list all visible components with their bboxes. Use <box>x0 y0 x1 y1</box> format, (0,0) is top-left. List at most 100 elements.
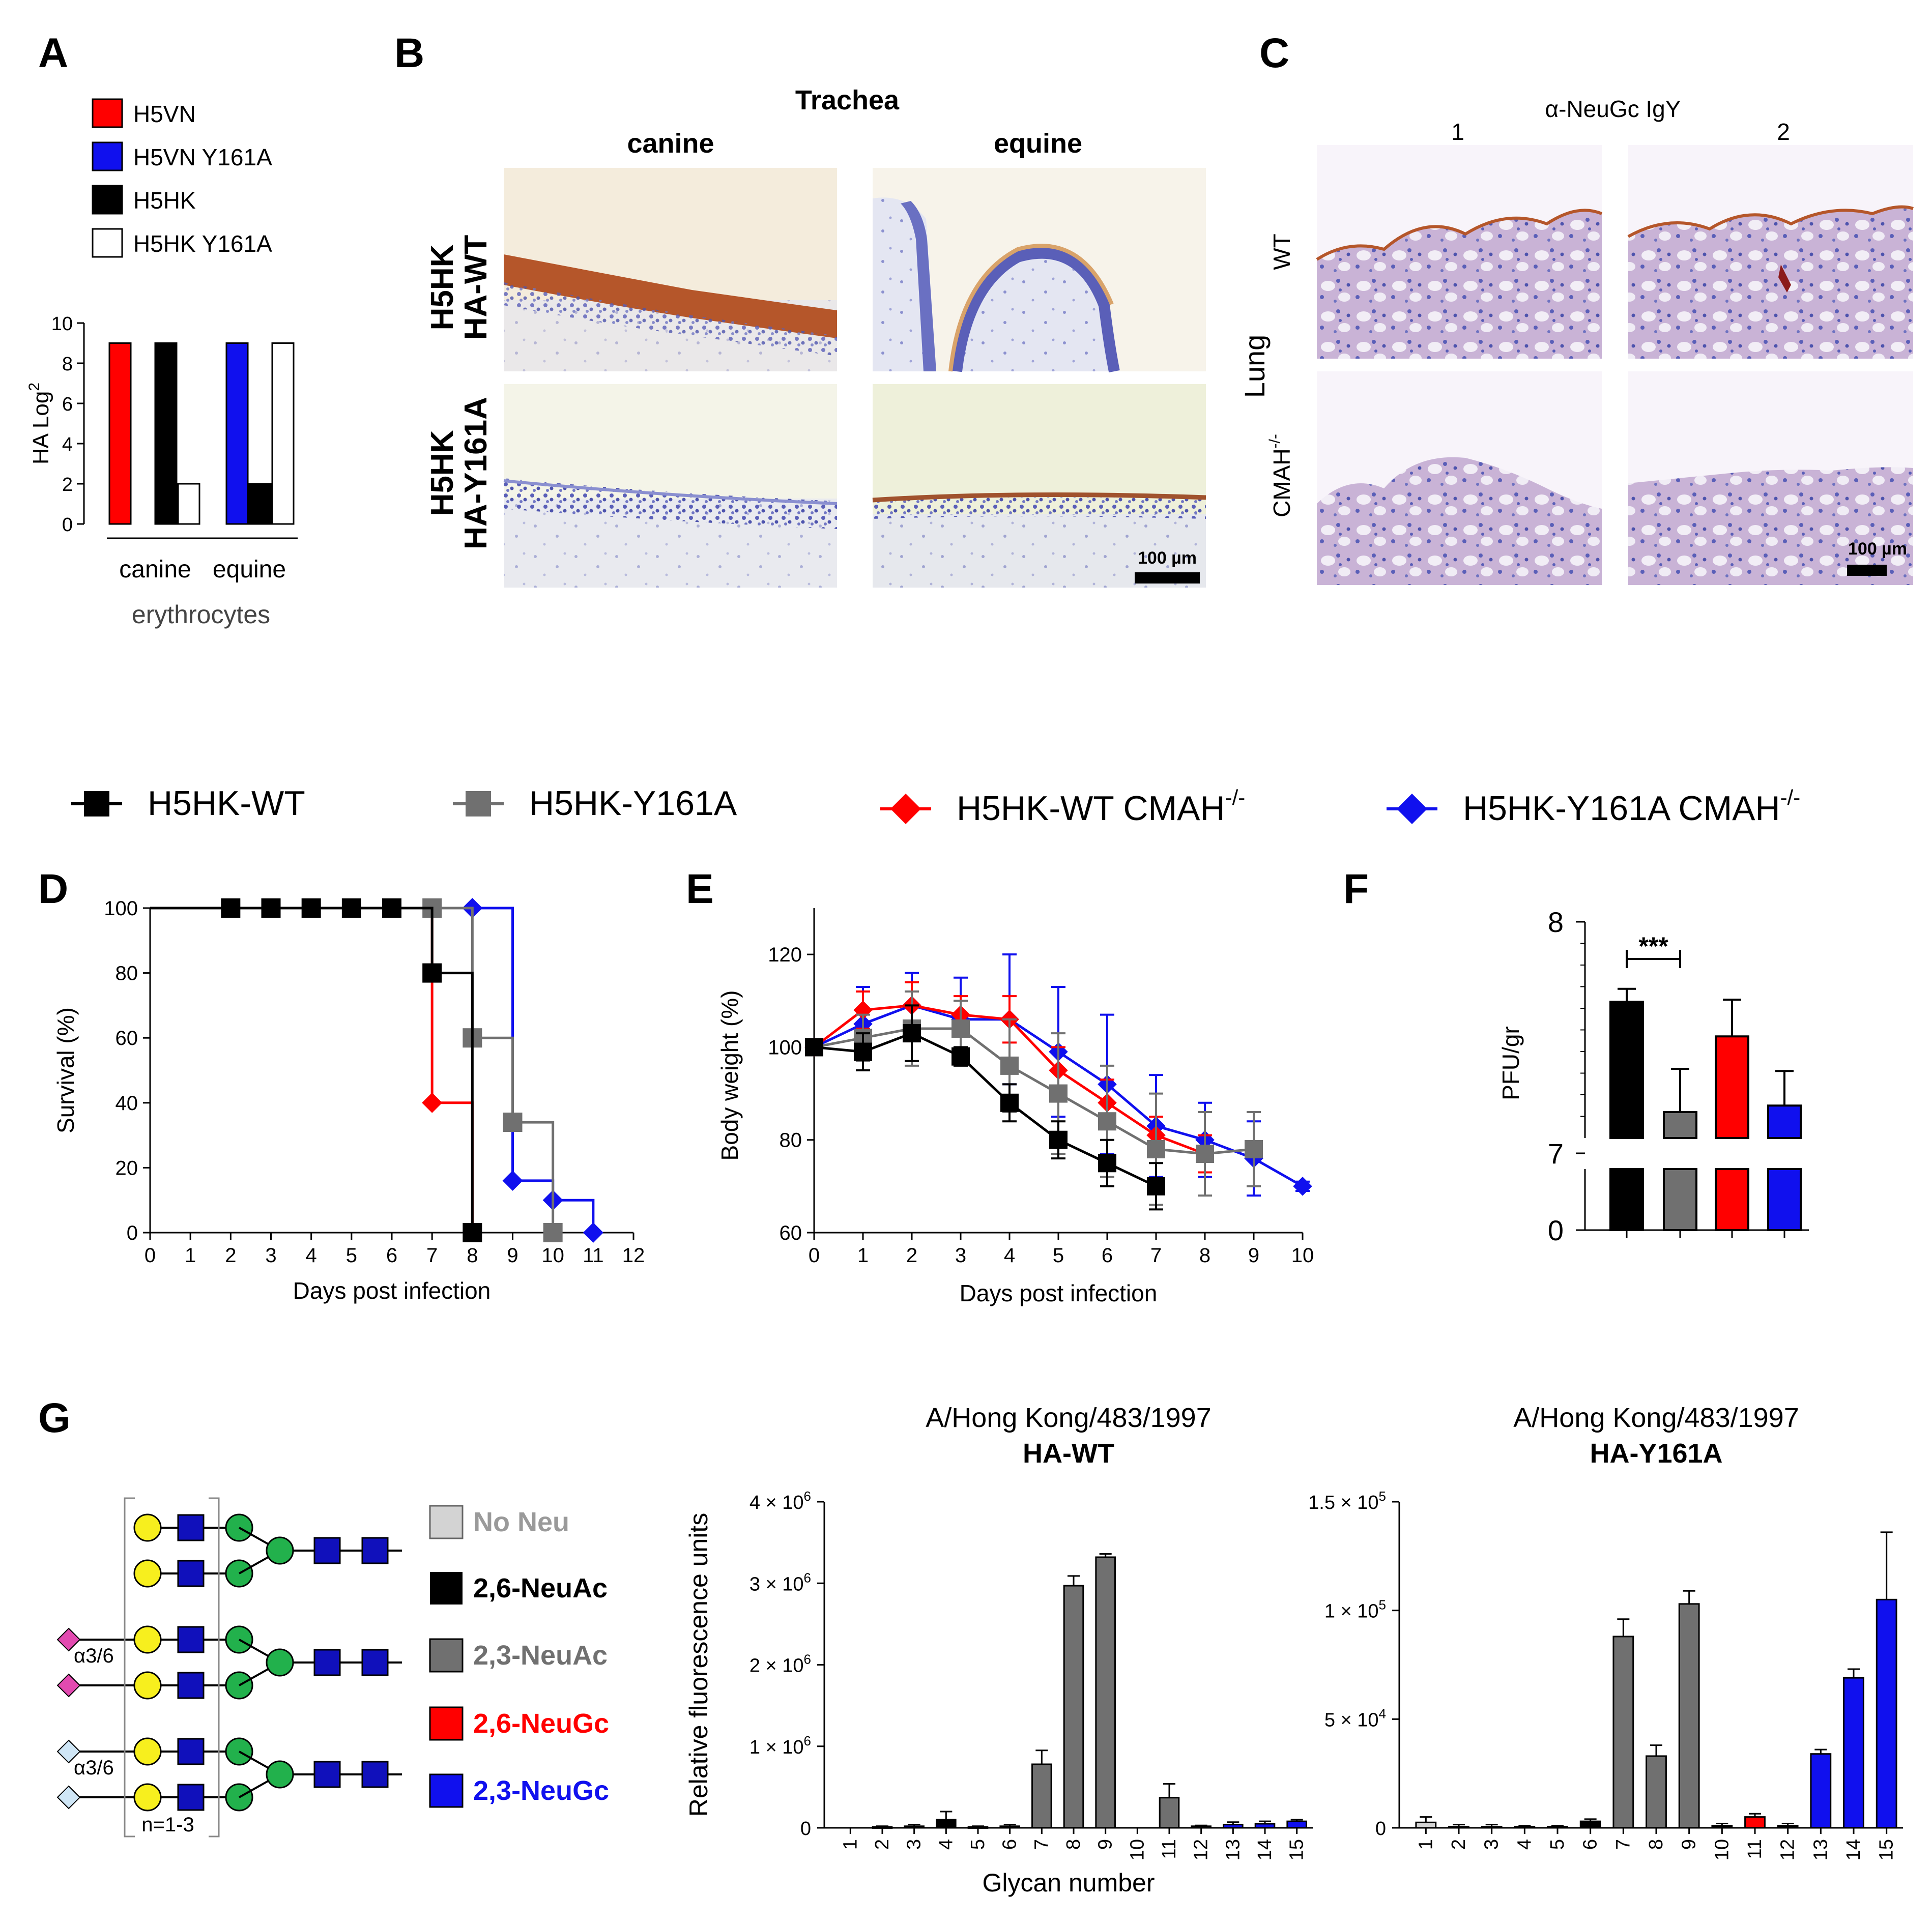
glycan-galactose <box>133 1513 162 1542</box>
g-chart-subtitle: HA-WT <box>1023 1438 1114 1469</box>
g-xtick-label: 4 <box>1514 1839 1535 1850</box>
glycan-sialic-diamond <box>56 1627 81 1652</box>
panel-c-col-2: 2 <box>1777 119 1790 145</box>
e-xtick-label: 0 <box>809 1244 820 1267</box>
g-bar <box>1810 1753 1832 1829</box>
d-xtick-label: 4 <box>306 1244 317 1267</box>
g-ytick-label: 4 × 106 <box>749 1489 811 1513</box>
glycan-glcnac <box>177 1514 205 1541</box>
legend-swatch-h5vn-y161a <box>92 141 123 171</box>
glycan-glcnac <box>177 1738 205 1765</box>
g-xlabel: Glycan number <box>982 1869 1155 1897</box>
d-xtick-label: 6 <box>386 1244 397 1267</box>
f-bar-upper <box>1767 1104 1802 1139</box>
glycan-linkage-label-2: α3/6 <box>74 1757 114 1779</box>
g-xtick-label: 15 <box>1286 1839 1308 1860</box>
f-bar-lower <box>1609 1168 1644 1231</box>
scalebar-b <box>1135 572 1200 584</box>
g-bar <box>1744 1816 1766 1829</box>
panel-b-row1-line1: H5HK <box>425 244 460 330</box>
g-bar <box>1547 1826 1568 1829</box>
d-marker <box>341 898 361 918</box>
legend-de-label-1: H5HK-WT <box>148 784 305 823</box>
d-marker <box>502 1170 523 1191</box>
d-ytick-label: 0 <box>127 1222 138 1244</box>
g-xtick-label: 1 <box>1415 1839 1436 1850</box>
g-xtick-label: 3 <box>904 1839 925 1850</box>
glycan-core-glcnac <box>313 1537 341 1564</box>
panel-g-glycan-structures <box>56 1497 402 1838</box>
glycan-sialic-diamond <box>56 1739 81 1764</box>
glycan-galactose <box>133 1783 162 1812</box>
d-ytick-label: 20 <box>116 1157 138 1179</box>
panel-b-row1-line2: HA-WT <box>458 235 494 340</box>
g-ytick-label: 2 × 106 <box>749 1652 811 1677</box>
glycan-sialic-diamond <box>56 1785 81 1810</box>
g-xtick-label: 5 <box>967 1839 989 1850</box>
panel-letter-f: F <box>1343 866 1369 912</box>
histology-lung-wt-1 <box>1316 145 1603 359</box>
e-marker <box>1098 1154 1116 1173</box>
f-ytick-label: 8 <box>1548 906 1564 938</box>
e-xtick-label: 10 <box>1291 1244 1314 1267</box>
histology-lung-wt-2 <box>1627 145 1914 359</box>
legend-item-h5hk-y161a: H5HK-Y161A <box>453 784 737 823</box>
d-xtick-label: 12 <box>622 1244 645 1267</box>
e-xtick-label: 3 <box>955 1244 966 1267</box>
e-marker <box>1098 1112 1116 1131</box>
g-xtick-label: 9 <box>1679 1839 1700 1850</box>
panel-b-row2-line1: H5HK <box>425 430 460 516</box>
e-xtick-label: 9 <box>1248 1244 1259 1267</box>
g-xtick-label: 5 <box>1547 1839 1568 1850</box>
legend-item-h5hk-wt-cmah: H5HK-WT CMAH-/- <box>880 785 1245 828</box>
g-xtick-label: 2 <box>1448 1839 1469 1850</box>
d-xtick-label: 10 <box>541 1244 564 1267</box>
g-xtick-label: 12 <box>1191 1839 1212 1860</box>
e-ytick-label: 80 <box>780 1129 802 1152</box>
legend-g-26-neugc: 2,6-NeuGc <box>473 1708 609 1739</box>
d-marker <box>463 1223 482 1242</box>
a-bar <box>154 342 178 525</box>
f-significance-label: *** <box>1638 932 1668 960</box>
panel-letter-g: G <box>38 1395 71 1441</box>
e-marker <box>1196 1145 1214 1163</box>
a-bar <box>177 483 200 525</box>
g-chart-title: A/Hong Kong/483/1997 <box>1513 1403 1799 1433</box>
g-xtick-label: 8 <box>1063 1839 1084 1850</box>
legend-label-h5hk-y161a: H5HK Y161A <box>133 230 272 257</box>
g-xtick-label: 14 <box>1843 1839 1864 1860</box>
e-ytick-label: 100 <box>768 1036 802 1059</box>
d-series-line <box>150 907 474 1233</box>
d-marker <box>583 1222 603 1243</box>
g-ylabel: Relative fluorescence units <box>684 1513 713 1817</box>
e-marker <box>1000 1056 1019 1075</box>
g-bar <box>1678 1603 1700 1829</box>
panel-letter-a: A <box>38 30 68 76</box>
e-marker <box>1245 1140 1263 1158</box>
a-ytick-label: 2 <box>62 474 73 495</box>
g-xtick-label: 6 <box>999 1839 1021 1850</box>
d-xtick-label: 1 <box>185 1244 196 1267</box>
e-xtick-label: 8 <box>1199 1244 1210 1267</box>
d-marker <box>261 898 281 918</box>
d-xtick-label: 2 <box>225 1244 236 1267</box>
panel-a-group-canine: canine <box>119 556 191 583</box>
g-bar <box>936 1819 957 1829</box>
a-ytick-label: 10 <box>51 313 73 335</box>
g-ytick-label: 3 × 106 <box>749 1570 811 1595</box>
e-marker <box>805 1038 823 1057</box>
glycan-core-mannose <box>266 1536 294 1565</box>
d-xtick-label: 7 <box>426 1244 438 1267</box>
f-bar-lower <box>1663 1168 1697 1231</box>
glycan-glcnac <box>177 1560 205 1587</box>
e-marker <box>854 1042 872 1061</box>
g-xtick-label: 10 <box>1127 1839 1148 1860</box>
panel-letter-d: D <box>38 866 68 912</box>
d-xtick-label: 9 <box>507 1244 518 1267</box>
g-bar <box>1095 1556 1116 1829</box>
e-xtick-label: 1 <box>857 1244 869 1267</box>
legend-g-23-neuac: 2,3-NeuAc <box>473 1640 608 1671</box>
g-bar <box>1031 1763 1052 1829</box>
glycan-glcnac <box>177 1784 205 1811</box>
legend-swatch-h5hk-y161a <box>92 228 123 258</box>
